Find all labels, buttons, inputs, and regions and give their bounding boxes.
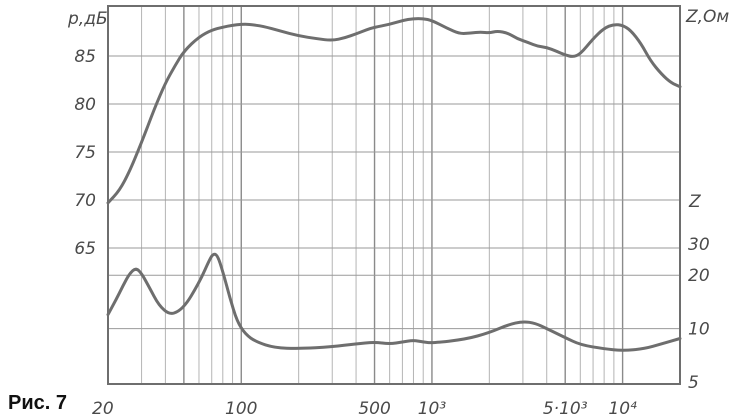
plot-frame <box>107 5 681 385</box>
left-tick-label: 80 <box>74 95 96 115</box>
x-tick-label: 10⁴ <box>608 399 637 419</box>
axis-ticks: 65 70 75 80 85 5 10 20 30 20 100 500 10³ 5·10³ 10⁴ <box>74 47 709 419</box>
left-axis-title: p,дБ <box>67 9 108 29</box>
impedance-curve <box>106 252 682 352</box>
x-tick-label: 5·10³ <box>543 399 588 419</box>
chart-series <box>106 17 682 352</box>
right-tick-label: 5 <box>688 373 699 393</box>
left-tick-label: 85 <box>74 47 96 67</box>
right-tick-label: 30 <box>688 235 710 255</box>
right-axis-unit-label: Z <box>688 192 701 212</box>
chart-grid <box>108 6 680 384</box>
right-axis-title: Z,Ом <box>685 7 729 27</box>
x-tick-label: 100 <box>225 399 257 419</box>
left-tick-label: 75 <box>74 143 96 163</box>
left-tick-label: 70 <box>74 191 96 211</box>
spl-curve <box>106 17 682 205</box>
x-tick-label: 500 <box>358 399 390 419</box>
x-tick-label: 10³ <box>418 399 447 419</box>
left-tick-label: 65 <box>74 239 96 259</box>
x-tick-label: 20 <box>92 399 114 419</box>
figure-caption: Рис. 7 <box>8 392 67 414</box>
right-tick-label: 20 <box>688 266 710 286</box>
right-tick-label: 10 <box>688 320 710 340</box>
